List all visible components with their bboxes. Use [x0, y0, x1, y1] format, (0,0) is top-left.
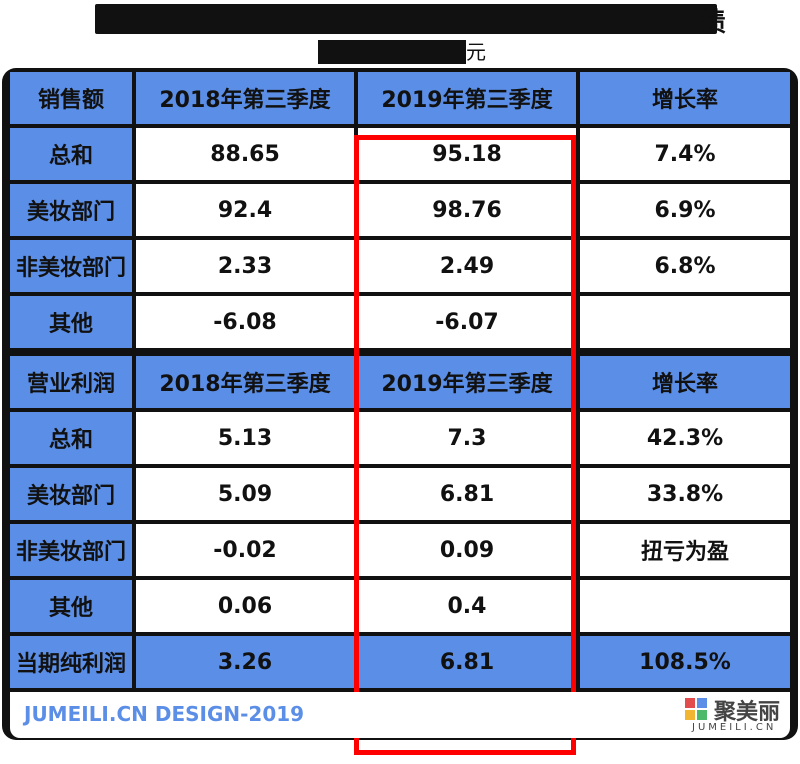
table-cell: -6.08	[136, 296, 354, 348]
row-label: 其他	[10, 296, 132, 348]
table-cell: 2.33	[136, 240, 354, 292]
table-row: 总和 88.65 95.18 7.4%	[2, 128, 798, 180]
profit-header-row: 营业利润 2018年第三季度 2019年第三季度 增长率	[2, 356, 798, 408]
table-header-cell: 销售额	[10, 72, 132, 124]
table-cell: 5.13	[136, 412, 354, 464]
table-row: 美妆部门 5.09 6.81 33.8%	[2, 468, 798, 520]
row-label: 非美妆部门	[10, 524, 132, 576]
table-cell: 6.9%	[580, 184, 790, 236]
table-cell: 2.49	[358, 240, 576, 292]
table-cell: 33.8%	[580, 468, 790, 520]
table-cell: 42.3%	[580, 412, 790, 464]
table-cell: 108.5%	[580, 636, 790, 688]
table-header-cell: 2018年第三季度	[136, 356, 354, 408]
row-label: 非美妆部门	[10, 240, 132, 292]
table-row: 总和 5.13 7.3 42.3%	[2, 412, 798, 464]
table-cell: 3.26	[136, 636, 354, 688]
table-row: 其他 -6.08 -6.07	[2, 296, 798, 348]
table-header-cell: 增长率	[580, 356, 790, 408]
brand-subtitle: JUMEILI.CN	[692, 722, 777, 733]
table-cell: 5.09	[136, 468, 354, 520]
table-cell: 6.8%	[580, 240, 790, 292]
table-cell: 7.3	[358, 412, 576, 464]
table-row: 非美妆部门 -0.02 0.09 扭亏为盈	[2, 524, 798, 576]
table-cell	[580, 580, 790, 632]
sales-header-row: 销售额 2018年第三季度 2019年第三季度 增长率	[2, 72, 798, 124]
brand-name: 聚美丽	[714, 700, 781, 725]
design-credit: JUMEILI.CN DESIGN-2019	[24, 702, 305, 726]
financial-table: 销售额 2018年第三季度 2019年第三季度 增长率 总和 88.65 95.…	[2, 68, 798, 755]
table-cell: 98.76	[358, 184, 576, 236]
row-label: 当期纯利润	[10, 636, 132, 688]
table-cell: 6.81	[358, 636, 576, 688]
table-row: 美妆部门 92.4 98.76 6.9%	[2, 184, 798, 236]
table-cell: 88.65	[136, 128, 354, 180]
net-profit-row: 当期纯利润 3.26 6.81 108.5%	[2, 636, 798, 688]
table-cell: 扭亏为盈	[580, 524, 790, 576]
table-cell: 6.81	[358, 468, 576, 520]
table-row: 非美妆部门 2.33 2.49 6.8%	[2, 240, 798, 292]
row-label: 其他	[10, 580, 132, 632]
table-cell: 0.4	[358, 580, 576, 632]
table-cell	[580, 296, 790, 348]
table-cell: 7.4%	[580, 128, 790, 180]
table-header-cell: 2019年第三季度	[358, 72, 576, 124]
table-cell: -6.07	[358, 296, 576, 348]
row-label: 美妆部门	[10, 468, 132, 520]
table-cell: 0.06	[136, 580, 354, 632]
brand-logo-icon	[685, 698, 709, 722]
table-header-cell: 营业利润	[10, 356, 132, 408]
title-redacted-block	[95, 4, 717, 34]
row-label: 总和	[10, 128, 132, 180]
table-header-cell: 2018年第三季度	[136, 72, 354, 124]
subtitle-unit: 元	[466, 40, 486, 64]
table-row: 其他 0.06 0.4	[2, 580, 798, 632]
subtitle-redacted-block	[318, 40, 466, 64]
table-cell: 92.4	[136, 184, 354, 236]
row-label: 美妆部门	[10, 184, 132, 236]
table-cell: -0.02	[136, 524, 354, 576]
row-label: 总和	[10, 412, 132, 464]
table-header-cell: 2019年第三季度	[358, 356, 576, 408]
table-cell: 0.09	[358, 524, 576, 576]
table-cell: 95.18	[358, 128, 576, 180]
title-last-char: 债	[700, 8, 727, 38]
table-footer: JUMEILI.CN DESIGN-2019 聚美丽 JUMEILI.CN	[10, 692, 790, 738]
table-header-cell: 增长率	[580, 72, 790, 124]
